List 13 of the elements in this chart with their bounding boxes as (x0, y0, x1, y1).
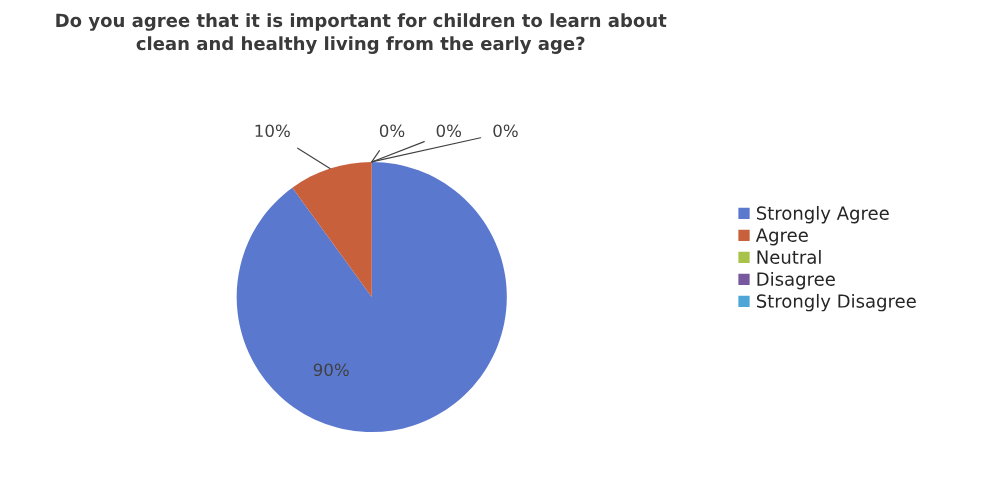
text: 0% (436, 124, 462, 138)
legend-label: Strongly Agree (756, 205, 889, 224)
pie-slice (236, 161, 507, 433)
text: 0% (379, 124, 405, 138)
legend-label: Strongly Disagree (756, 293, 916, 312)
legend-label: Neutral (757, 249, 821, 264)
legend-label: Disagree (757, 271, 835, 290)
data-label: 10% (255, 124, 290, 138)
text: 0% (493, 124, 518, 138)
chart-title: Do you agree that it is important for children to learn about clean and healthy living from the early age? (56, 13, 667, 54)
data-label: 90% (313, 363, 349, 377)
legend-label: Agree (755, 228, 808, 246)
pie-slice (292, 161, 372, 297)
